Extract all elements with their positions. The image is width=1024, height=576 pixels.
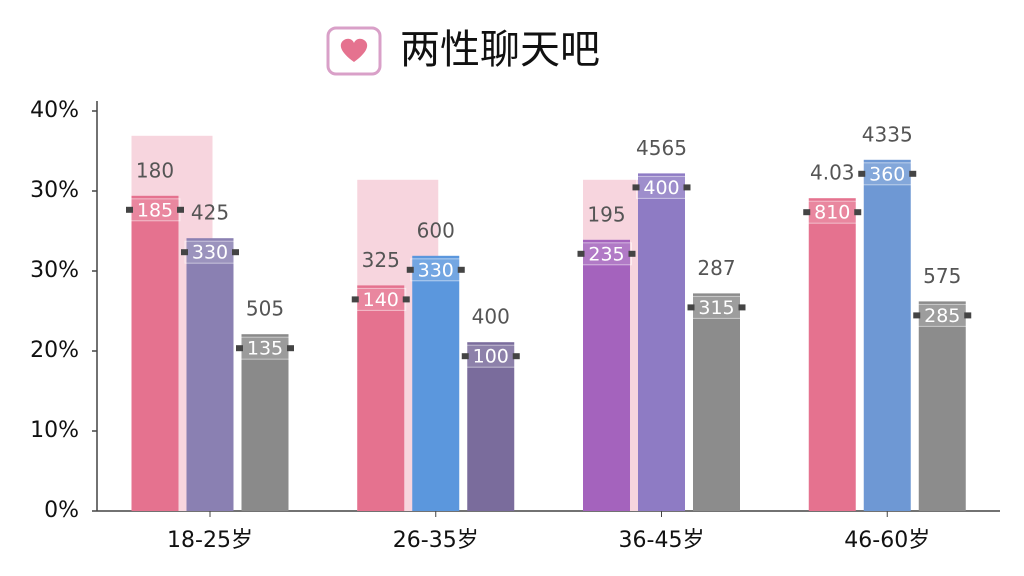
bar bbox=[412, 255, 460, 511]
label-marker bbox=[577, 250, 585, 257]
inner-label: 360 bbox=[869, 163, 905, 185]
inner-label: 135 bbox=[247, 338, 283, 360]
inner-label: 185 bbox=[137, 199, 173, 221]
label-marker bbox=[177, 206, 184, 213]
label-marker bbox=[683, 184, 691, 191]
inner-label: 140 bbox=[363, 289, 399, 311]
top-label: 400 bbox=[472, 305, 510, 329]
bar bbox=[241, 334, 289, 511]
top-label: 4335 bbox=[862, 122, 913, 146]
label-marker bbox=[687, 304, 695, 311]
y-tick-label: 10% bbox=[30, 418, 79, 443]
x-tick-label: 36-45岁 bbox=[619, 528, 705, 553]
bar bbox=[357, 285, 405, 511]
label-marker bbox=[858, 170, 866, 177]
top-label: 575 bbox=[923, 264, 961, 288]
label-marker bbox=[738, 304, 746, 311]
bar bbox=[467, 342, 515, 511]
label-marker bbox=[803, 209, 811, 216]
y-tick-label: 20% bbox=[30, 338, 79, 363]
top-label: 505 bbox=[246, 297, 284, 321]
label-marker bbox=[351, 296, 359, 303]
bar bbox=[863, 159, 911, 512]
bar bbox=[186, 238, 234, 511]
label-marker bbox=[406, 266, 414, 273]
label-marker bbox=[964, 312, 972, 319]
x-tick-label: 18-25岁 bbox=[167, 528, 253, 553]
y-tick-label: 30% bbox=[30, 258, 79, 283]
inner-label: 100 bbox=[473, 346, 509, 368]
label-marker bbox=[632, 184, 640, 191]
bar bbox=[693, 293, 740, 511]
x-tick-label: 46-60岁 bbox=[844, 528, 930, 553]
label-marker bbox=[512, 353, 520, 360]
inner-label: 315 bbox=[698, 297, 734, 319]
top-label: 325 bbox=[362, 248, 400, 272]
y-tick-label: 40% bbox=[30, 98, 79, 123]
top-label: 600 bbox=[417, 218, 455, 242]
label-marker bbox=[457, 266, 465, 273]
label-marker bbox=[232, 249, 239, 256]
label-marker bbox=[461, 353, 469, 360]
label-marker bbox=[402, 296, 410, 303]
bar bbox=[131, 195, 179, 512]
inner-label: 330 bbox=[192, 242, 228, 264]
title-icon bbox=[326, 26, 382, 76]
label-marker bbox=[628, 250, 636, 257]
top-label: 4.03 bbox=[810, 161, 855, 185]
inner-label: 810 bbox=[814, 202, 850, 224]
label-marker bbox=[854, 209, 862, 216]
inner-label: 285 bbox=[924, 305, 960, 327]
top-label: 195 bbox=[587, 202, 625, 226]
inner-label: 235 bbox=[588, 243, 624, 265]
label-marker bbox=[181, 249, 188, 256]
x-tick-label: 26-35岁 bbox=[393, 528, 479, 553]
y-tick-label: 0% bbox=[44, 498, 79, 523]
label-marker bbox=[126, 206, 133, 213]
inner-label: 400 bbox=[643, 177, 679, 199]
bar bbox=[808, 198, 856, 511]
y-tick-label: 30% bbox=[30, 178, 79, 203]
chart-title: 两性聊天吧 bbox=[400, 27, 600, 73]
bar bbox=[583, 239, 630, 512]
label-marker bbox=[913, 312, 921, 319]
bar bbox=[918, 301, 966, 511]
label-marker bbox=[287, 345, 294, 352]
bar bbox=[638, 173, 685, 511]
inner-label: 330 bbox=[418, 259, 454, 281]
label-marker bbox=[236, 345, 243, 352]
top-label: 180 bbox=[136, 158, 174, 182]
top-label: 425 bbox=[191, 201, 229, 225]
top-label: 287 bbox=[697, 256, 735, 280]
label-marker bbox=[909, 170, 917, 177]
top-label: 4565 bbox=[636, 136, 687, 160]
